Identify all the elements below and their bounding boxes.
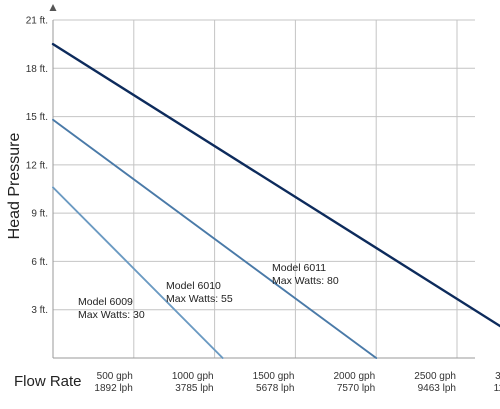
x-tick-sublabel: 5678 lph [256,383,294,394]
axes [49,4,475,359]
x-tick-sublabel: 9463 lph [418,383,456,394]
x-tick-label: 3000 gph [495,371,500,382]
series-label: Model 6009 [78,296,133,308]
x-tick-label: 2500 gph [414,371,456,382]
series-lines [51,42,500,359]
x-tick-label: 500 gph [97,371,133,382]
series-label: Max Watts: 80 [272,275,339,287]
grid-lines [53,19,475,358]
y-tick-label: 18 ft. [26,64,48,75]
y-tick-label: 9 ft. [31,209,48,220]
x-axis-title: Flow Rate [14,373,82,390]
x-tick-sublabel: 1892 lph [94,383,132,394]
x-tick-sublabel: 3785 lph [175,383,213,394]
x-tick-label: 2000 gph [333,371,375,382]
y-tick-label: 3 ft. [31,305,48,316]
series-label: Model 6010 [166,280,221,292]
y-axis-arrow-icon [49,4,57,11]
x-tick-sublabel: 11356 lph [494,383,500,394]
y-tick-label: 12 ft. [26,160,48,171]
series-line [52,118,378,359]
y-tick-labels: 3 ft. 6 ft. 9 ft. 12 ft. 15 ft. 18 ft. 21 ft. [26,16,48,317]
y-axis-title: Head Pressure [6,133,23,240]
series-label: Model 6011 [272,262,326,274]
x-tick-label: 1500 gph [253,371,295,382]
series-line [51,42,500,328]
series-label: Max Watts: 30 [78,309,145,321]
x-tick-label: 1000 gph [172,371,214,382]
series-line [52,186,224,359]
y-tick-label: 15 ft. [26,112,48,123]
y-tick-label: 21 ft. [26,16,48,27]
x-tick-sublabel: 7570 lph [337,383,375,394]
series-label: Max Watts: 55 [166,293,233,305]
y-tick-label: 6 ft. [31,257,48,268]
